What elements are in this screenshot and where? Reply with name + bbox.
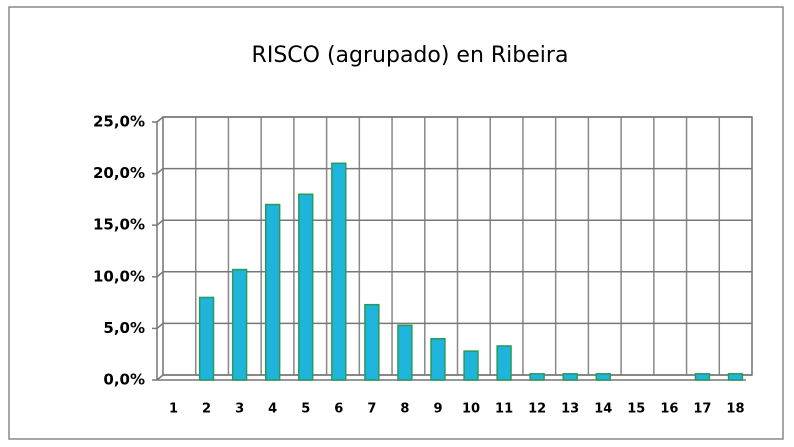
grid-depth-line bbox=[156, 374, 164, 381]
y-tick-label: 0,0% bbox=[103, 371, 145, 389]
bar bbox=[727, 373, 744, 381]
x-tick-label: 12 bbox=[528, 402, 546, 417]
chart-title: RISCO (agrupado) en Ribeira bbox=[252, 43, 569, 68]
x-tick-label: 6 bbox=[334, 402, 343, 417]
grid-depth-line bbox=[156, 116, 164, 123]
grid-depth-line bbox=[156, 219, 164, 226]
x-tick-label: 2 bbox=[202, 402, 211, 417]
x-tick-label: 14 bbox=[594, 402, 612, 417]
x-tick-label: 8 bbox=[400, 402, 409, 417]
x-tick-label: 4 bbox=[268, 402, 277, 417]
x-tick-label: 18 bbox=[726, 402, 744, 417]
y-tick-label: 20,0% bbox=[93, 164, 145, 182]
bar bbox=[595, 373, 611, 381]
x-tick-label: 11 bbox=[495, 402, 513, 417]
bar bbox=[364, 303, 380, 381]
bar bbox=[529, 373, 545, 381]
bar bbox=[463, 350, 479, 381]
y-tick-label: 15,0% bbox=[93, 216, 145, 234]
bar bbox=[231, 268, 248, 381]
x-tick-label: 16 bbox=[660, 402, 678, 417]
x-tick-label: 9 bbox=[433, 402, 442, 417]
bar bbox=[694, 373, 711, 381]
grid-depth-line bbox=[156, 168, 164, 175]
bar bbox=[496, 345, 512, 381]
y-tick-label: 10,0% bbox=[93, 267, 145, 285]
x-tick-label: 7 bbox=[367, 402, 376, 417]
bar bbox=[397, 324, 413, 381]
y-tick-label: 25,0% bbox=[93, 113, 145, 131]
x-tick-label: 15 bbox=[627, 402, 645, 417]
x-tick-label: 10 bbox=[462, 402, 480, 417]
grid-depth-line bbox=[156, 322, 164, 329]
bar bbox=[298, 193, 314, 381]
y-tick-label: 5,0% bbox=[103, 319, 145, 337]
x-tick-label: 1 bbox=[169, 402, 178, 417]
x-tick-label: 17 bbox=[693, 402, 711, 417]
bar bbox=[331, 162, 347, 381]
x-tick-label: 3 bbox=[235, 402, 244, 417]
bar bbox=[198, 296, 215, 381]
x-tick-label: 13 bbox=[561, 402, 579, 417]
bar bbox=[265, 203, 281, 381]
grid-depth-line bbox=[156, 271, 164, 278]
bar bbox=[430, 337, 446, 381]
bar bbox=[562, 373, 578, 381]
x-tick-label: 5 bbox=[301, 402, 310, 417]
